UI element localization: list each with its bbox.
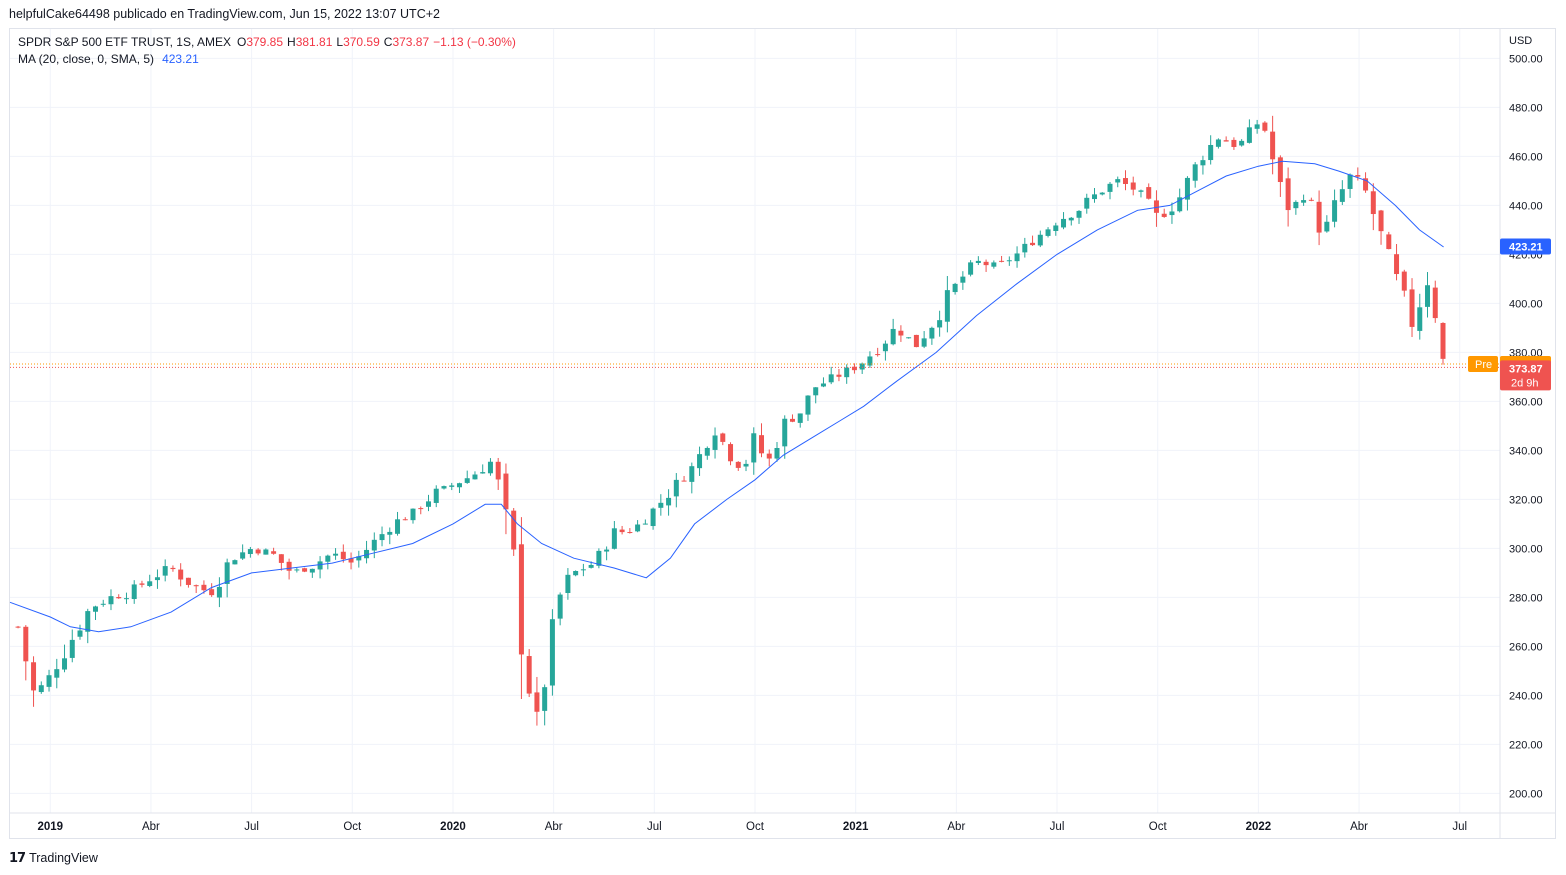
tradingview-logo-icon[interactable]: 17 bbox=[9, 850, 26, 866]
publish-caption: helpfulCake64498 publicado en TradingVie… bbox=[9, 7, 440, 21]
legend-ohlc-row[interactable]: SPDR S&P 500 ETF TRUST, 1S, AMEX O 379.85… bbox=[18, 34, 516, 51]
legend-low-label: L bbox=[336, 35, 344, 49]
legend-close-label: C bbox=[383, 35, 393, 49]
legend-change: −1.13 (−0.30%) bbox=[433, 35, 516, 49]
legend-high-label: H bbox=[287, 35, 296, 49]
legend-close-value: 373.87 bbox=[392, 35, 430, 49]
chart-frame[interactable] bbox=[9, 28, 1556, 839]
legend-high-value: 381.81 bbox=[295, 35, 333, 49]
footer: 17 TradingView bbox=[9, 849, 98, 867]
legend-open-label: O bbox=[236, 35, 247, 49]
legend-open-value: 379.85 bbox=[246, 35, 284, 49]
tradingview-brand[interactable]: TradingView bbox=[29, 851, 98, 865]
legend-ma-value: 423.21 bbox=[162, 52, 199, 66]
legend-symbol[interactable]: SPDR S&P 500 ETF TRUST, 1S, AMEX bbox=[18, 35, 231, 49]
header-bar: helpfulCake64498 publicado en TradingVie… bbox=[0, 0, 1566, 28]
chart-legend: SPDR S&P 500 ETF TRUST, 1S, AMEX O 379.85… bbox=[18, 34, 516, 68]
legend-ma-row[interactable]: MA (20, close, 0, SMA, 5) 423.21 bbox=[18, 51, 516, 68]
legend-low-value: 370.59 bbox=[343, 35, 380, 49]
legend-ma-label[interactable]: MA (20, close, 0, SMA, 5) bbox=[18, 52, 155, 66]
